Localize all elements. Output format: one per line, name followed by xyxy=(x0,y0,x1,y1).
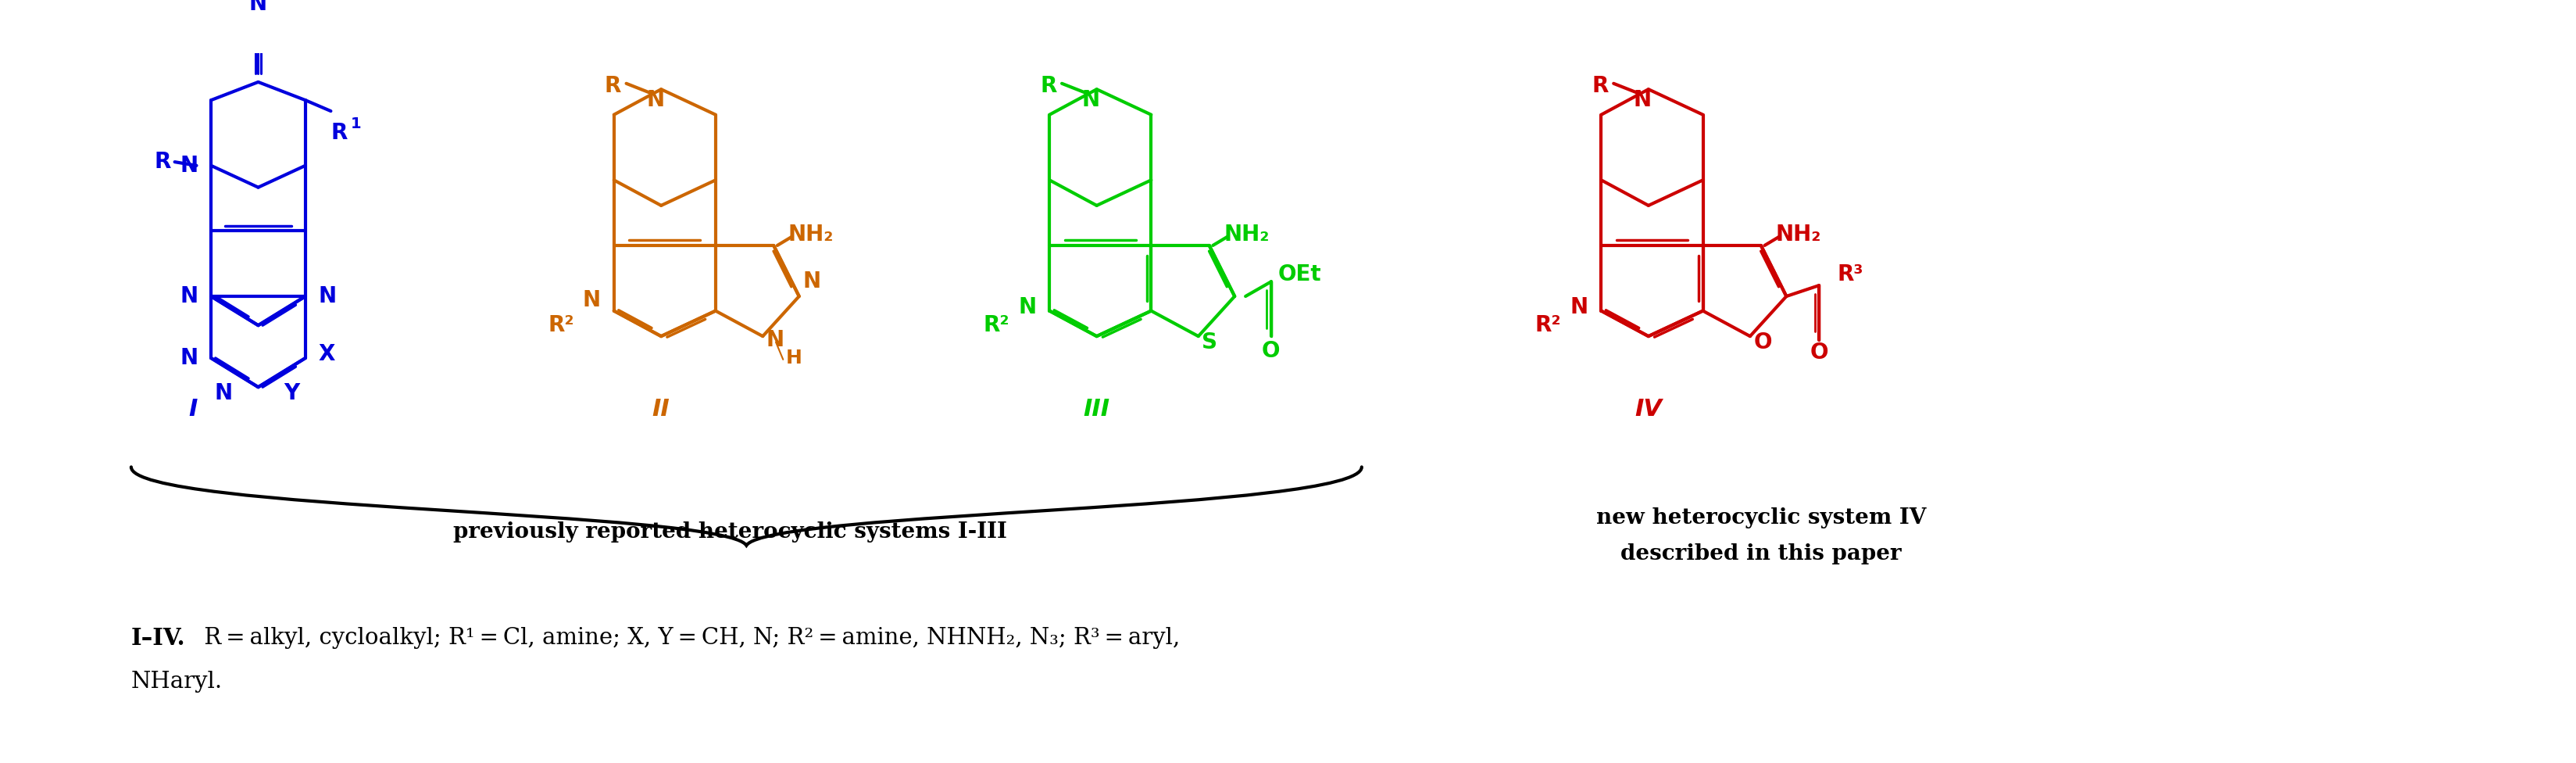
Text: III: III xyxy=(1084,398,1110,420)
Text: R: R xyxy=(605,75,621,97)
Text: N: N xyxy=(319,285,337,307)
Text: N: N xyxy=(214,382,232,404)
Text: R = alkyl, cycloalkyl; R¹ = Cl, amine; X, Y = CH, N; R² = amine, NHNH₂, N₃; R³ =: R = alkyl, cycloalkyl; R¹ = Cl, amine; X… xyxy=(196,627,1180,649)
Text: R³: R³ xyxy=(1837,263,1862,285)
Text: R: R xyxy=(1592,75,1607,97)
Text: I: I xyxy=(188,398,198,420)
Text: R: R xyxy=(155,151,170,173)
Text: R²: R² xyxy=(549,314,574,336)
Text: 1: 1 xyxy=(350,117,361,131)
Text: O: O xyxy=(1754,331,1772,353)
Text: N: N xyxy=(1571,296,1589,318)
Text: S: S xyxy=(1203,331,1218,353)
Text: NH₂: NH₂ xyxy=(788,224,835,246)
Text: N: N xyxy=(647,89,665,111)
Text: N: N xyxy=(1633,89,1651,111)
Text: O: O xyxy=(1811,342,1829,364)
Text: N: N xyxy=(1082,89,1100,111)
Text: O: O xyxy=(1262,340,1280,362)
Text: X: X xyxy=(319,343,335,365)
Text: NH₂: NH₂ xyxy=(1775,224,1821,246)
Text: II: II xyxy=(652,398,670,420)
Text: H: H xyxy=(786,349,801,368)
Text: R: R xyxy=(330,122,348,143)
Text: new heterocyclic system IV: new heterocyclic system IV xyxy=(1597,507,1927,529)
Text: NHaryl.: NHaryl. xyxy=(131,671,222,692)
Text: described in this paper: described in this paper xyxy=(1620,543,1901,565)
Text: previously reported heterocyclic systems I-III: previously reported heterocyclic systems… xyxy=(453,522,1007,543)
Text: N: N xyxy=(180,155,198,176)
Text: I–IV.: I–IV. xyxy=(131,627,185,649)
Text: R²: R² xyxy=(984,314,1010,336)
Text: Y: Y xyxy=(283,382,299,404)
Text: N: N xyxy=(180,347,198,369)
Text: NH₂: NH₂ xyxy=(1224,224,1270,246)
Text: N: N xyxy=(1018,296,1036,318)
Text: R²: R² xyxy=(1535,314,1561,336)
Text: R: R xyxy=(1041,75,1056,97)
Text: N: N xyxy=(582,289,600,311)
Text: N: N xyxy=(250,0,268,14)
Text: N: N xyxy=(180,285,198,307)
Text: IV: IV xyxy=(1636,398,1662,420)
Text: OEt: OEt xyxy=(1278,263,1321,285)
Text: N: N xyxy=(768,329,786,351)
Text: N: N xyxy=(804,271,822,293)
